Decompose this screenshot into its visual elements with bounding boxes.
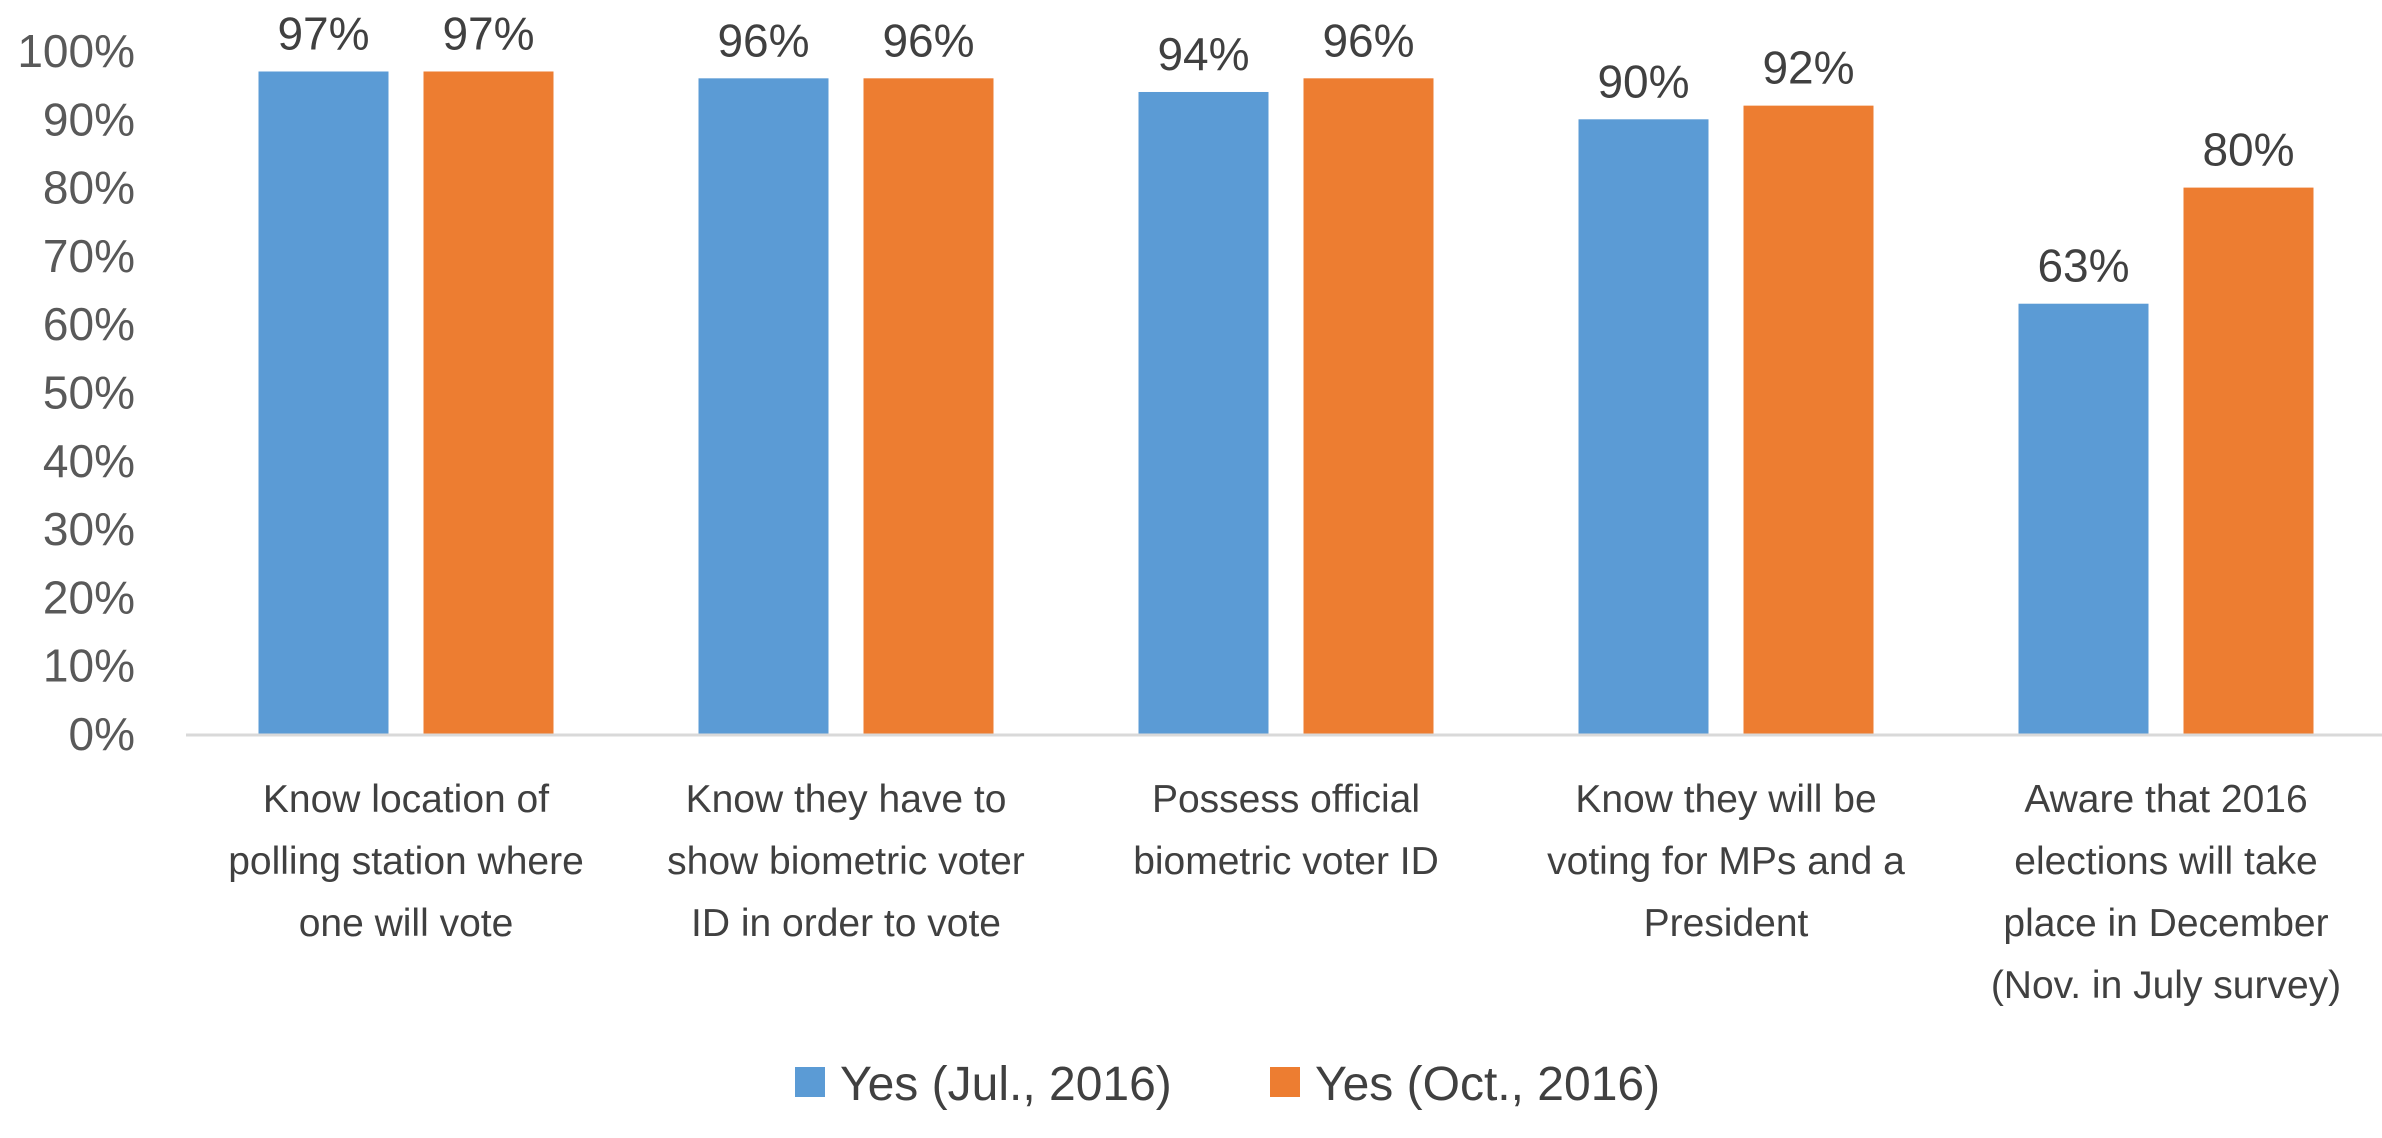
data-label: 94% (1157, 28, 1249, 80)
data-label: 96% (1322, 14, 1414, 66)
data-label: 97% (442, 7, 534, 59)
legend-swatch (1270, 1067, 1300, 1097)
bar-jul-2016 (2018, 303, 2149, 734)
y-tick-label: 100% (17, 25, 135, 77)
bar-oct-2016 (2183, 187, 2314, 735)
data-label: 96% (882, 14, 974, 66)
data-label: 90% (1597, 55, 1689, 107)
data-label: 96% (717, 14, 809, 66)
bar-oct-2016 (863, 78, 994, 734)
y-tick-label: 40% (43, 435, 135, 487)
category-labels-group: Know location of polling station where one… (228, 778, 2341, 1007)
data-labels-group: 97% 97% 96% 96% 94% 96% 90% 92% 63% 80% (277, 7, 2294, 291)
y-axis-tick-labels: 0% 10% 20% 30% 40% 50% 60% 70% 80% 90% 100% (17, 25, 135, 760)
bar-jul-2016 (1138, 91, 1269, 735)
bar-oct-2016 (423, 71, 554, 735)
category-label: Aware that 2016 elections will take place … (1991, 778, 2341, 1007)
bar-oct-2016 (1743, 105, 1874, 734)
y-tick-label: 0% (69, 708, 135, 760)
data-label: 80% (2202, 124, 2294, 176)
category-label: Possess official biometric voter ID (1133, 778, 1439, 883)
y-tick-label: 90% (43, 93, 135, 145)
y-tick-label: 20% (43, 571, 135, 623)
y-tick-label: 30% (43, 503, 135, 555)
category-label: Know they have to show biometric voter ID … (667, 778, 1025, 945)
data-label: 92% (1762, 42, 1854, 94)
y-tick-label: 60% (43, 298, 135, 350)
legend-swatch (795, 1067, 825, 1097)
category-label: Know they will be voting for MPs and a Pre… (1547, 778, 1905, 945)
bar-jul-2016 (698, 78, 829, 734)
legend-label: Yes (Oct., 2016) (1315, 1058, 1660, 1111)
category-label: Know location of polling station where one… (228, 778, 584, 945)
y-tick-label: 10% (43, 640, 135, 692)
y-tick-label: 80% (43, 162, 135, 214)
y-tick-label: 70% (43, 230, 135, 282)
bar-jul-2016 (258, 71, 389, 735)
legend: Yes (Jul., 2016) Yes (Oct., 2016) (795, 1058, 1660, 1111)
data-label: 63% (2037, 240, 2129, 292)
bars-group (258, 71, 2314, 735)
bar-oct-2016 (1303, 78, 1434, 734)
y-tick-label: 50% (43, 367, 135, 419)
data-label: 97% (277, 7, 369, 59)
legend-label: Yes (Jul., 2016) (840, 1058, 1172, 1111)
bar-jul-2016 (1578, 119, 1709, 735)
